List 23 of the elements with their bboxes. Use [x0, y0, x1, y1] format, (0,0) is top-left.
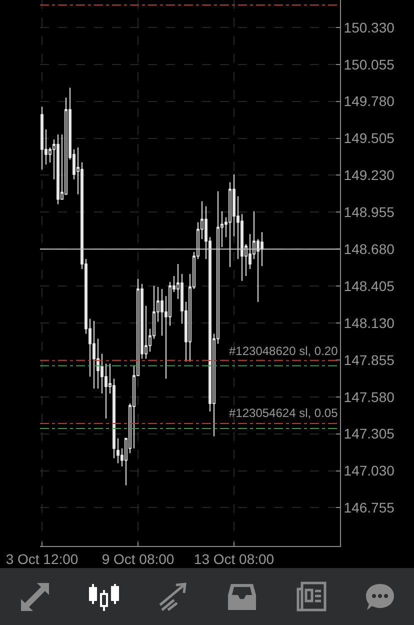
candlestick: [40, 106, 44, 170]
x-tick-label: 3 Oct 12:00: [6, 550, 78, 567]
y-tick-label: 148.130: [344, 314, 395, 331]
y-tick-label: 148.955: [344, 204, 395, 220]
y-tick-label: 147.305: [344, 426, 395, 442]
x-tick-label: 13 Oct 08:00: [194, 550, 274, 567]
y-tick-label: 147.855: [344, 352, 395, 368]
y-tick-label: 149.780: [344, 93, 395, 110]
candlestick: [56, 134, 60, 205]
y-tick-label: 148.680: [344, 240, 395, 257]
y-tick-label: 148.405: [344, 278, 395, 294]
y-tick-label: 149.230: [344, 167, 395, 184]
y-tick-label: 150.055: [344, 56, 395, 72]
candlestick: [116, 438, 120, 464]
x-tick-label: 9 Oct 08:00: [102, 550, 174, 567]
ref-line-label: #123054624 sl, 0.05: [229, 406, 338, 420]
y-tick-label: 146.755: [344, 500, 395, 516]
y-tick-label: 149.505: [344, 130, 395, 146]
y-tick-label: 147.580: [344, 388, 395, 405]
ref-line-label: #123048620 sl, 0.20: [229, 344, 338, 358]
y-tick-label: 150.330: [344, 19, 395, 36]
candlestick: [92, 320, 96, 390]
y-tick-label: 147.030: [344, 462, 395, 479]
